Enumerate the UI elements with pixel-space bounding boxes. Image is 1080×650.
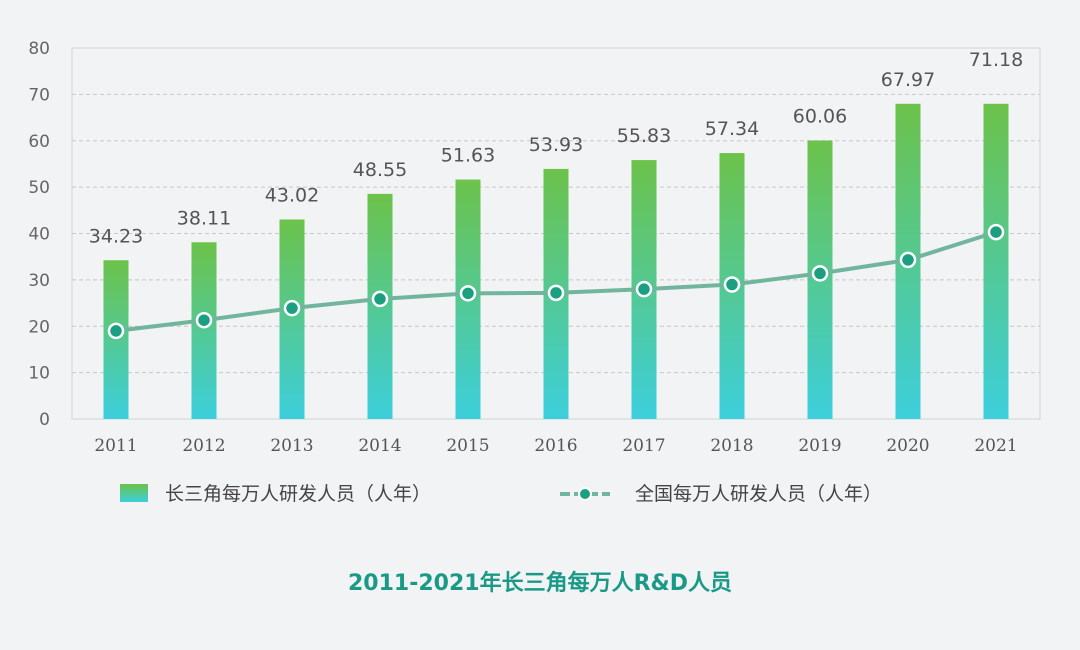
data-label-2020: 67.97 [881, 69, 935, 91]
line-point-2014 [371, 290, 389, 308]
y-axis: 0 10 20 30 40 50 60 70 80 [28, 39, 50, 430]
data-label-2018: 57.34 [705, 118, 759, 140]
line-point-2019 [811, 265, 829, 282]
data-label-2019: 60.06 [793, 105, 847, 127]
bar-data-labels: 34.23 38.11 43.02 48.55 51.63 53.93 55.83 57.34… [89, 49, 1023, 247]
line-point-2020 [899, 251, 917, 269]
line-point-2011 [107, 322, 125, 340]
y-tick-label: 60 [28, 132, 50, 152]
legend-bar-swatch [120, 484, 148, 502]
x-tick-label: 2015 [446, 436, 489, 456]
data-label-2021: 71.18 [969, 49, 1023, 71]
y-tick-label: 70 [28, 85, 50, 105]
bar-2012 [191, 242, 217, 419]
x-tick-label: 2012 [182, 436, 225, 456]
line-point-2015 [459, 285, 477, 302]
x-tick-label: 2016 [534, 436, 577, 456]
line-point-2013 [283, 299, 301, 317]
x-tick-label: 2020 [886, 436, 929, 456]
legend: 长三角每万人研发人员（人年） 全国每万人研发人员（人年） [120, 483, 882, 505]
legend-line-marker [578, 487, 592, 501]
line-point-2012 [195, 311, 213, 329]
data-label-2017: 55.83 [617, 125, 671, 147]
y-tick-label: 30 [28, 271, 50, 291]
y-tick-label: 40 [28, 225, 50, 245]
x-axis: 2011 2012 2013 2014 2015 2016 2017 2018 2019 2020… [94, 436, 1017, 456]
bar-2021 [983, 103, 1009, 419]
data-label-2014: 48.55 [353, 159, 407, 181]
x-tick-label: 2021 [974, 436, 1017, 456]
chart-title: 2011-2021年长三角每万人R&D人员 [348, 570, 732, 596]
line-series [107, 223, 1005, 340]
legend-line-label: 全国每万人研发人员（人年） [635, 483, 882, 505]
legend-bar-label: 长三角每万人研发人员（人年） [165, 483, 431, 505]
data-label-2016: 53.93 [529, 134, 583, 156]
bar-2011 [103, 260, 129, 419]
y-tick-label: 80 [28, 39, 50, 59]
x-tick-label: 2011 [94, 436, 137, 456]
line-point-2018 [723, 276, 741, 293]
data-label-2011: 34.23 [89, 225, 143, 247]
y-tick-label: 0 [39, 410, 50, 430]
line-point-2017 [635, 280, 653, 298]
x-tick-label: 2019 [798, 436, 841, 456]
y-tick-label: 20 [28, 317, 50, 337]
line-point-2016 [547, 284, 565, 302]
x-tick-label: 2017 [622, 436, 665, 456]
x-tick-label: 2014 [358, 436, 401, 456]
grid-lines [72, 93, 1040, 374]
data-label-2015: 51.63 [441, 145, 495, 167]
bar-2013 [279, 219, 305, 419]
y-tick-label: 50 [28, 178, 50, 198]
x-tick-label: 2013 [270, 436, 313, 456]
x-tick-label: 2018 [710, 436, 753, 456]
data-label-2012: 38.11 [177, 207, 231, 229]
line-point-2021 [987, 223, 1005, 241]
y-tick-label: 10 [28, 364, 50, 384]
data-label-2013: 43.02 [265, 184, 319, 206]
